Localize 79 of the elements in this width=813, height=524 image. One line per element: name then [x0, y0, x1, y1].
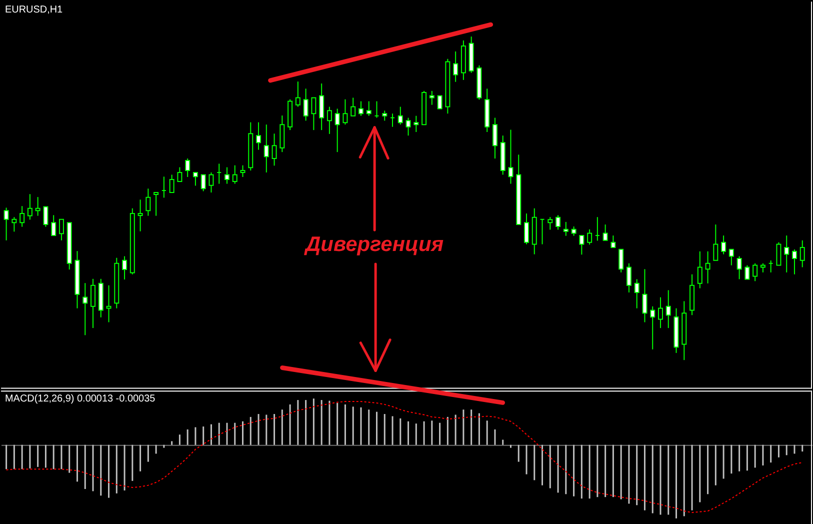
- candlestick: [138, 199, 143, 232]
- candlestick: [548, 216, 553, 230]
- candlestick: [784, 235, 790, 273]
- candlestick: [563, 221, 568, 236]
- candlestick: [51, 214, 56, 236]
- candlestick: [272, 133, 277, 166]
- candlestick: [82, 282, 88, 336]
- chart-title: EURUSD,H1: [4, 4, 64, 16]
- candlestick: [90, 278, 96, 329]
- candlestick: [146, 188, 151, 216]
- candlestick: [366, 100, 372, 116]
- candlestick: [602, 224, 608, 241]
- candlestick: [697, 250, 702, 289]
- candlestick: [658, 296, 663, 329]
- candlestick: [650, 306, 656, 350]
- candlestick: [319, 82, 324, 131]
- candlestick: [736, 256, 742, 280]
- candlestick: [20, 206, 25, 228]
- candlestick: [311, 97, 316, 131]
- candlestick: [326, 106, 332, 134]
- candlestick: [626, 262, 632, 293]
- candlestick: [776, 242, 782, 266]
- candlestick: [524, 213, 529, 245]
- candlestick: [728, 248, 734, 266]
- candlestick: [414, 115, 419, 133]
- candlestick: [634, 278, 640, 309]
- candlestick: [208, 172, 214, 193]
- annotation: Дивергенция: [304, 233, 444, 256]
- candlestick: [264, 124, 269, 173]
- candlestick: [43, 206, 48, 228]
- candlestick: [350, 97, 356, 116]
- candlestick: [342, 98, 348, 126]
- candlestick: [760, 262, 766, 273]
- candlestick: [192, 172, 198, 186]
- candlestick: [437, 95, 442, 110]
- candlestick: [58, 218, 64, 241]
- candlestick: [382, 110, 388, 122]
- candlestick: [666, 290, 671, 329]
- candlestick: [705, 250, 710, 284]
- candlestick: [713, 224, 718, 261]
- candlestick: [169, 174, 174, 193]
- candlestick: [744, 264, 750, 280]
- candlestick: [792, 248, 797, 275]
- candlestick: [587, 228, 592, 246]
- candlestick: [610, 235, 616, 248]
- candlestick: [224, 166, 230, 184]
- candlestick: [800, 240, 805, 268]
- candlestick: [752, 262, 758, 282]
- candlestick: [721, 235, 726, 255]
- candlestick: [556, 214, 561, 230]
- candlestick: [295, 81, 300, 108]
- candlestick: [154, 192, 159, 216]
- candlestick: [406, 117, 411, 136]
- candlestick: [4, 207, 9, 241]
- candlestick: [35, 196, 40, 216]
- candlestick: [240, 164, 246, 178]
- candlestick: [334, 108, 340, 153]
- chart-title: MACD(12,26,9) 0.00013 -0.00035: [4, 394, 156, 405]
- candlestick: [122, 256, 128, 280]
- candlestick: [177, 166, 182, 182]
- candlestick: [106, 284, 112, 323]
- candlestick: [280, 115, 285, 153]
- candlestick: [492, 117, 498, 160]
- candlestick: [200, 174, 206, 192]
- candlestick: [453, 50, 458, 82]
- candlestick: [579, 235, 584, 256]
- candlestick: [398, 106, 403, 126]
- candlestick: [303, 88, 308, 122]
- candlestick: [12, 216, 17, 232]
- candlestick: [618, 248, 624, 273]
- candlestick: [429, 90, 434, 106]
- candlestick: [642, 268, 648, 323]
- candlestick: [27, 194, 32, 220]
- candlestick: [232, 164, 238, 184]
- candlestick: [508, 129, 514, 184]
- candlestick: [358, 100, 364, 116]
- candlestick: [256, 122, 262, 150]
- candlestick: [571, 226, 576, 236]
- candlestick: [185, 158, 190, 178]
